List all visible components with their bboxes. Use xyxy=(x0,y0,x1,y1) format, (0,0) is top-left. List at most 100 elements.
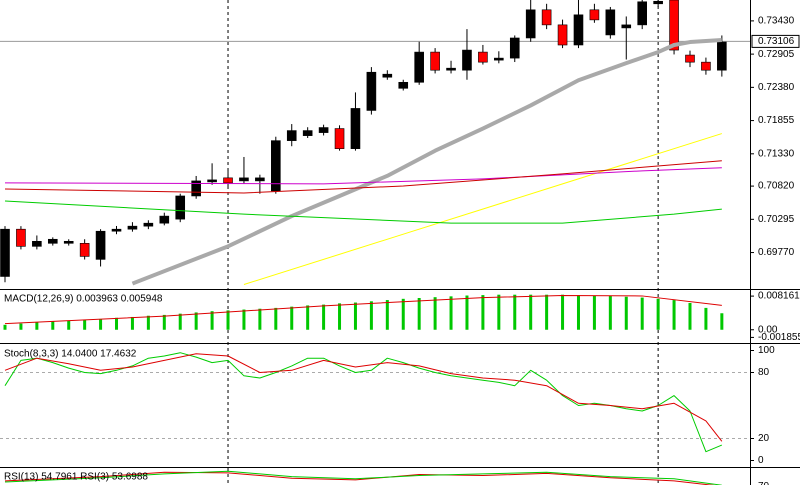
candle-body xyxy=(509,37,520,59)
y-tick-label: 0.73430 xyxy=(758,16,795,27)
macd-bar xyxy=(130,316,134,330)
candle-body xyxy=(32,240,42,247)
candle-body xyxy=(398,81,409,89)
candle-body xyxy=(621,24,632,29)
candle-body xyxy=(175,195,186,220)
candle-body xyxy=(191,180,201,197)
candle-body xyxy=(271,140,281,192)
macd-bar xyxy=(433,297,437,330)
macd-bar xyxy=(513,294,517,330)
y-tick-label: 0.71330 xyxy=(758,148,795,159)
macd-bar xyxy=(608,295,612,330)
macd-bar xyxy=(3,324,7,330)
candle-body xyxy=(573,14,584,46)
candle-body xyxy=(111,228,122,232)
macd-bar xyxy=(417,298,421,330)
candle-body xyxy=(366,71,377,111)
y-tick-label: 80 xyxy=(758,367,770,378)
macd-bar xyxy=(561,294,565,330)
candle-body xyxy=(286,130,297,141)
y-tick-label: 0.72905 xyxy=(758,49,795,60)
candle-body xyxy=(143,222,154,227)
panel xyxy=(3,294,724,330)
candle-body xyxy=(0,228,10,277)
candle-body xyxy=(127,225,138,230)
macd-bar xyxy=(290,306,294,330)
macd-bar xyxy=(322,304,326,330)
indicator-line xyxy=(4,167,722,185)
macd-bar xyxy=(210,311,214,330)
candle-body xyxy=(541,9,552,26)
candle-body xyxy=(63,240,74,244)
macd-bar xyxy=(704,307,708,330)
y-tick-label: 0.71855 xyxy=(758,115,795,126)
candle-body xyxy=(302,130,313,136)
macd-bar xyxy=(592,295,596,330)
current-price-label: 0.73106 xyxy=(758,36,795,47)
macd-bar xyxy=(274,307,278,330)
candle-body xyxy=(494,57,504,61)
macd-bar xyxy=(258,308,262,330)
macd-bar xyxy=(162,314,166,330)
y-tick-label: 0.00 xyxy=(758,324,778,335)
macd-bar xyxy=(656,298,660,330)
indicator-line xyxy=(131,38,722,286)
macd-bar xyxy=(306,305,310,330)
macd-bar xyxy=(67,320,71,330)
candle-body xyxy=(462,49,472,71)
panel-title: MACD(12,26,9) 0.003963 0.005948 xyxy=(4,294,163,305)
indicator-line xyxy=(4,295,722,325)
candle-body xyxy=(478,51,488,63)
candle-body xyxy=(223,177,233,184)
macd-bar xyxy=(115,317,119,330)
macd-bar xyxy=(481,295,485,330)
macd-bar xyxy=(529,294,533,330)
candle-body xyxy=(382,73,393,78)
macd-bar xyxy=(672,300,676,330)
candle-body xyxy=(239,177,249,182)
y-tick-label: 20 xyxy=(758,433,770,444)
macd-bar xyxy=(35,322,39,330)
macd-bar xyxy=(99,319,103,330)
macd-bar xyxy=(545,294,549,330)
candle-body xyxy=(334,128,345,149)
panel xyxy=(0,352,750,453)
candle-body xyxy=(350,108,361,149)
macd-bar xyxy=(242,309,246,330)
candle-body xyxy=(255,177,265,182)
candle-body xyxy=(79,243,90,257)
candle-body xyxy=(669,0,679,51)
candle-body xyxy=(430,51,440,71)
indicator-line xyxy=(243,133,723,285)
macd-bar xyxy=(51,321,55,330)
indicator-line xyxy=(4,200,722,224)
candle-body xyxy=(525,9,536,39)
macd-bar xyxy=(353,302,357,330)
macd-bar xyxy=(640,297,644,330)
macd-bar xyxy=(194,312,198,330)
y-tick-label: 70 xyxy=(758,481,770,485)
macd-bar xyxy=(385,300,389,330)
macd-bar xyxy=(449,296,453,330)
candle-body xyxy=(637,1,648,26)
y-tick-label: 0.008161 xyxy=(758,291,800,302)
current-price-box xyxy=(751,34,800,48)
y-tick-label: 100 xyxy=(758,345,775,356)
candle-body xyxy=(557,24,568,46)
indicator-line xyxy=(4,160,722,194)
candle-body xyxy=(95,230,106,260)
y-tick-label: 0.72380 xyxy=(758,82,795,93)
y-tick-label: 0.70820 xyxy=(758,181,795,192)
macd-bar xyxy=(401,298,405,330)
candle-body xyxy=(653,0,663,5)
indicator-line xyxy=(4,470,722,485)
candle-body xyxy=(159,215,170,224)
macd-bar xyxy=(720,313,724,330)
macd-bar xyxy=(83,319,87,330)
macd-bar xyxy=(497,294,501,330)
y-tick-label: 0.70295 xyxy=(758,214,795,225)
candle-body xyxy=(207,179,217,183)
candle-body xyxy=(717,41,727,71)
